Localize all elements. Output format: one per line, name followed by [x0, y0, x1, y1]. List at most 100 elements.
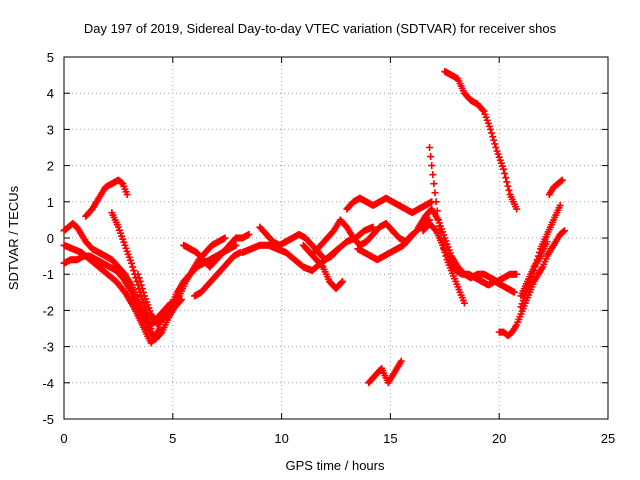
data-point — [429, 171, 437, 179]
data-point — [397, 357, 405, 365]
y-tick-label: 0 — [47, 231, 54, 246]
data-point — [513, 205, 521, 213]
x-tick-labels: 0 5 10 15 20 25 — [60, 431, 615, 446]
data-point — [426, 144, 434, 151]
data-point — [492, 144, 500, 151]
data-point — [513, 270, 521, 278]
y-tick-label: -1 — [42, 267, 54, 282]
data-point — [337, 279, 345, 287]
data-point — [442, 252, 450, 260]
data-point — [232, 241, 240, 249]
y-tick-label: 4 — [47, 86, 54, 101]
data-point — [129, 263, 137, 271]
x-axis-label: GPS time / hours — [286, 458, 385, 473]
data-point — [136, 277, 144, 285]
data-point — [435, 222, 443, 230]
data-point — [434, 216, 442, 224]
data-point — [440, 245, 448, 253]
data-point — [139, 288, 147, 296]
data-point — [130, 267, 138, 275]
data-point — [431, 226, 439, 234]
data-point — [460, 299, 468, 307]
data-point — [432, 198, 440, 206]
data-point — [560, 227, 568, 235]
series-track-18 — [419, 220, 518, 296]
x-tick-label: 0 — [60, 431, 67, 446]
data-point — [486, 125, 494, 133]
series-track-3 — [60, 241, 164, 347]
series-track-24 — [545, 176, 566, 199]
plot-border — [63, 56, 609, 420]
data-point — [135, 274, 143, 282]
data-point — [441, 248, 449, 256]
series-track-12 — [299, 241, 347, 293]
series-track-16 — [365, 357, 405, 387]
data-point — [510, 288, 518, 296]
series-track-8 — [180, 230, 253, 271]
y-tick-label: -2 — [42, 303, 54, 318]
series-track-4 — [82, 176, 131, 220]
x-tick-label: 15 — [383, 431, 397, 446]
data-point — [369, 223, 377, 231]
data-point — [543, 238, 551, 246]
series-track-19 — [426, 144, 468, 307]
data-point — [137, 281, 145, 289]
data-point — [339, 277, 347, 285]
data-point — [559, 228, 567, 236]
series-track-20 — [441, 67, 521, 213]
data-point — [489, 133, 497, 141]
y-tick-label: -4 — [42, 376, 54, 391]
data-point — [504, 182, 512, 190]
data-point — [430, 180, 438, 188]
data-point — [123, 191, 131, 199]
data-point — [439, 241, 447, 249]
data-point — [503, 178, 511, 186]
data-point — [138, 285, 146, 293]
series-track-7 — [169, 234, 229, 311]
data-point — [501, 169, 509, 177]
data-point — [221, 234, 229, 242]
series-track-14 — [343, 194, 436, 217]
data-point — [318, 262, 326, 270]
grid-lines — [64, 57, 608, 419]
y-tick-label: 2 — [47, 159, 54, 174]
x-tick-label: 25 — [601, 431, 615, 446]
y-tick-label: 3 — [47, 122, 54, 137]
x-tick-label: 20 — [492, 431, 506, 446]
data-point — [490, 136, 498, 144]
x-tick-label: 5 — [169, 431, 176, 446]
data-point — [436, 229, 444, 237]
x-tick-label: 10 — [274, 431, 288, 446]
data-point — [556, 201, 564, 209]
plot-frame — [63, 56, 609, 420]
data-point — [245, 230, 253, 238]
data-point — [333, 246, 341, 254]
series-track-23 — [517, 238, 551, 300]
data-point — [438, 235, 446, 243]
data-point — [557, 177, 565, 185]
series-track-9 — [191, 248, 244, 300]
y-tick-label: 1 — [47, 195, 54, 210]
data-point — [427, 153, 435, 161]
series-track-2 — [60, 220, 155, 332]
data-point — [431, 189, 439, 197]
y-tick-labels: 5 4 3 2 1 0 -1 -2 -3 -4 -5 — [42, 50, 54, 427]
data-point — [156, 325, 164, 332]
y-tick-label: 5 — [47, 50, 54, 65]
data-point — [558, 176, 566, 184]
y-tick-label: -5 — [42, 412, 54, 427]
data-points — [60, 67, 568, 387]
data-point — [118, 179, 126, 187]
data-point — [505, 186, 513, 194]
series-track-21 — [495, 227, 568, 340]
data-point — [488, 129, 496, 137]
series-track-11 — [256, 223, 342, 264]
data-point — [433, 207, 441, 215]
chart-title: Day 197 of 2019, Sidereal Day-to-day VTE… — [84, 21, 557, 36]
data-point — [491, 140, 499, 148]
data-point — [428, 162, 436, 170]
data-point — [502, 174, 510, 182]
data-point — [500, 165, 508, 173]
data-point — [127, 259, 135, 267]
